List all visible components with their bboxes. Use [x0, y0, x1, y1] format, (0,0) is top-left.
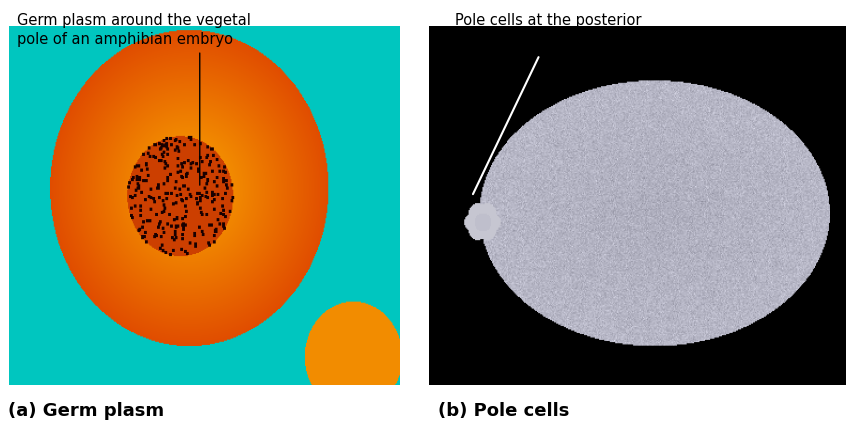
Text: Germ plasm around the vegetal
pole of an amphibian embryo: Germ plasm around the vegetal pole of an… — [17, 13, 251, 47]
Text: (a) Germ plasm: (a) Germ plasm — [8, 402, 165, 420]
Text: (b) Pole cells: (b) Pole cells — [438, 402, 570, 420]
Text: Pole cells at the posterior
end of an early fly embryo: Pole cells at the posterior end of an ea… — [455, 13, 649, 47]
